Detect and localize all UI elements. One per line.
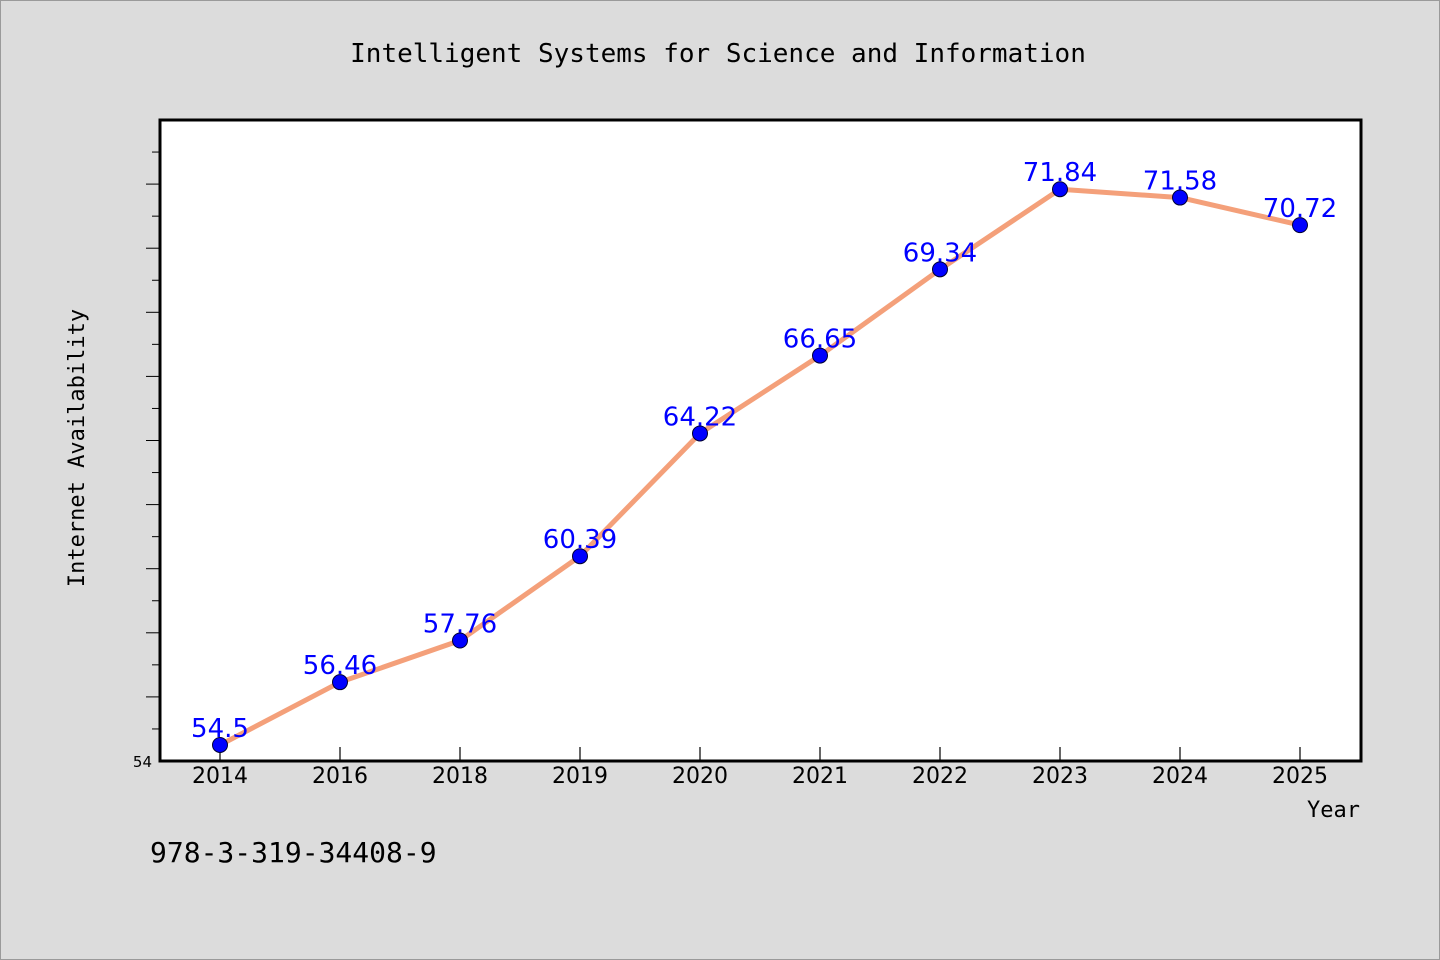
x-axis-tick-labels: 2014 2016 2018 2019 2020 2021 2022 2023 2024 2025	[192, 764, 1328, 789]
data-label: 71.58	[1143, 167, 1217, 197]
data-label: 66.65	[783, 325, 857, 355]
data-point-marker	[692, 425, 708, 442]
x-tick-label: 2014	[192, 764, 248, 789]
data-point-marker	[1052, 181, 1068, 198]
isbn-footer: 978-3-319-34408-9	[150, 836, 437, 869]
series-markers	[212, 181, 1308, 753]
x-axis-ticks	[219, 747, 1301, 761]
data-label: 70.72	[1263, 194, 1337, 224]
data-point-marker	[1292, 217, 1308, 234]
x-tick-label: 2016	[312, 764, 368, 789]
data-label: 57.76	[423, 609, 497, 639]
x-tick-label: 2025	[1272, 764, 1328, 789]
chart-title: Intelligent Systems for Science and Info…	[350, 39, 1086, 69]
plot-area	[158, 118, 1363, 763]
series-line	[217, 186, 1303, 748]
data-point-marker	[812, 347, 828, 364]
x-tick-label: 2023	[1032, 764, 1088, 789]
data-point-marker	[932, 261, 948, 278]
data-label: 54.5	[191, 714, 249, 744]
x-tick-label: 2024	[1152, 764, 1208, 789]
y-tick-label-min: 54	[133, 753, 152, 771]
x-tick-label: 2019	[552, 764, 608, 789]
y-axis-label: Internet Availability	[65, 309, 90, 587]
x-tick-label: 2020	[672, 764, 728, 789]
data-label: 69.34	[903, 238, 977, 268]
data-point-marker	[452, 632, 468, 649]
data-point-marker	[1172, 189, 1188, 206]
y-axis-ticks	[146, 151, 160, 730]
data-label: 56.46	[303, 651, 377, 681]
data-label: 64.22	[663, 402, 737, 432]
x-tick-label: 2021	[792, 764, 848, 789]
data-point-marker	[332, 674, 348, 691]
data-label: 71.84	[1023, 158, 1097, 188]
x-tick-label: 2022	[912, 764, 968, 789]
data-point-marker	[212, 736, 228, 753]
x-tick-label: 2018	[432, 764, 488, 789]
x-axis-label: Year	[1307, 798, 1360, 823]
data-label: 60.39	[543, 525, 617, 555]
data-labels: 54.5 56.46 57.76 60.39 64.22 66.65 69.34 71.84 7…	[191, 158, 1337, 744]
data-point-marker	[572, 548, 588, 565]
